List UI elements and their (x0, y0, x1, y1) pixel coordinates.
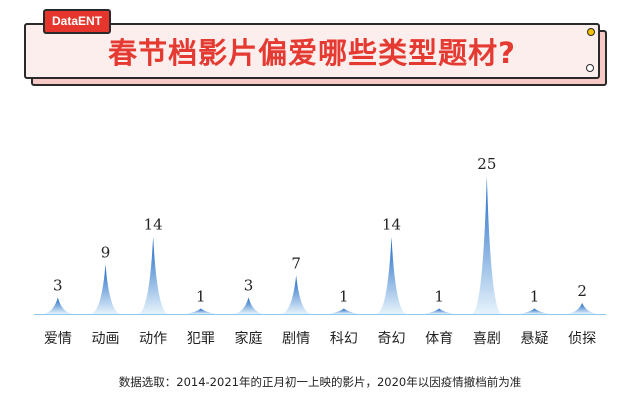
data-label: 14 (144, 216, 163, 234)
category-label: 爱情 (44, 331, 72, 347)
data-label: 3 (53, 276, 63, 294)
peak-侦探 (567, 302, 598, 314)
brand-tag: DataENT (43, 9, 112, 34)
category-label: 科幻 (330, 331, 358, 347)
peak-动画 (90, 264, 121, 314)
category-label: 剧情 (282, 331, 310, 347)
category-label: 动作 (139, 331, 167, 347)
data-label: 1 (530, 287, 540, 305)
chart-title: 春节档影片偏爱哪些类型题材? (108, 36, 516, 70)
data-label: 3 (244, 276, 254, 294)
category-label: 犯罪 (187, 331, 215, 347)
category-label: 体育 (425, 331, 453, 347)
category-label: 家庭 (235, 330, 263, 347)
category-label: 动画 (92, 331, 120, 347)
data-label: 9 (101, 243, 111, 261)
category-label: 喜剧 (473, 331, 501, 347)
title-banner: 春节档影片偏爱哪些类型题材? (24, 23, 600, 79)
data-label: 1 (339, 287, 349, 305)
data-label: 2 (577, 282, 587, 300)
data-label: 1 (196, 287, 206, 305)
corner-dot-yellow (587, 28, 595, 36)
peak-喜剧 (471, 176, 502, 314)
peak-奇幻 (376, 236, 407, 314)
peak-体育 (424, 308, 455, 314)
category-label: 侦探 (568, 331, 596, 347)
corner-dot-white (586, 64, 594, 72)
peak-科幻 (328, 308, 359, 314)
peak-动作 (138, 236, 169, 314)
category-label: 悬疑 (521, 331, 549, 347)
peak-犯罪 (185, 308, 216, 314)
peak-剧情 (281, 275, 312, 314)
peak-家庭 (233, 297, 264, 314)
data-source-note: 数据选取：2014-2021年的正月初一上映的影片，2020年以因疫情撤档前为准 (118, 375, 522, 389)
peak-爱情 (42, 297, 73, 314)
data-label: 25 (477, 155, 496, 173)
peak-悬疑 (519, 308, 550, 314)
category-label: 奇幻 (378, 330, 406, 347)
data-label: 1 (434, 287, 444, 305)
data-label: 14 (382, 216, 401, 234)
data-label: 7 (291, 254, 301, 272)
